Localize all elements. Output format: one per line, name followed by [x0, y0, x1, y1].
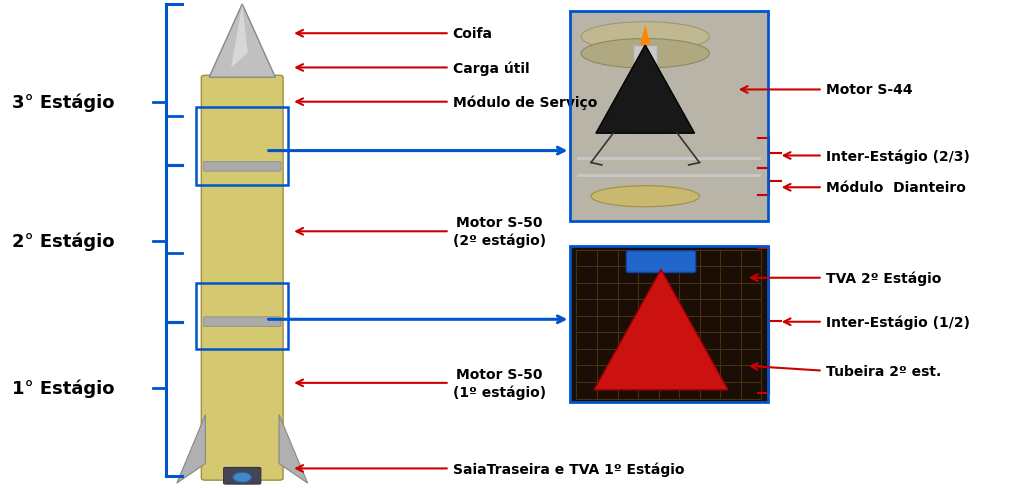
Text: TVA 2º Estágio: TVA 2º Estágio	[826, 271, 941, 285]
Text: Inter-Estágio (1/2): Inter-Estágio (1/2)	[826, 315, 970, 329]
Bar	[196, 107, 288, 185]
Polygon shape	[231, 5, 247, 68]
Polygon shape	[596, 46, 695, 134]
Polygon shape	[640, 25, 650, 46]
Bar	[634, 46, 657, 134]
Text: Módulo de Serviço: Módulo de Serviço	[453, 95, 597, 110]
Bar	[570, 12, 768, 222]
Text: Inter-Estágio (2/3): Inter-Estágio (2/3)	[826, 149, 970, 163]
Text: Tubeira 2º est.: Tubeira 2º est.	[826, 364, 941, 378]
Bar	[196, 283, 288, 349]
Polygon shape	[279, 415, 308, 483]
Text: Carga útil: Carga útil	[453, 61, 529, 76]
Text: Motor S-44: Motor S-44	[826, 83, 913, 97]
Text: Módulo  Dianteiro: Módulo Dianteiro	[826, 181, 966, 195]
Text: SaiaTraseira e TVA 1º Estágio: SaiaTraseira e TVA 1º Estágio	[453, 461, 685, 476]
Ellipse shape	[591, 186, 699, 207]
Polygon shape	[594, 270, 728, 390]
Text: Motor S-50
(2º estágio): Motor S-50 (2º estágio)	[453, 216, 546, 248]
Bar	[570, 246, 768, 403]
FancyBboxPatch shape	[224, 468, 261, 484]
Polygon shape	[210, 5, 275, 78]
Text: 3° Estágio: 3° Estágio	[12, 93, 114, 112]
Ellipse shape	[582, 22, 709, 52]
Text: 1° Estágio: 1° Estágio	[12, 379, 114, 397]
Text: 2° Estágio: 2° Estágio	[12, 232, 114, 251]
Ellipse shape	[582, 40, 709, 69]
Text: Motor S-50
(1º estágio): Motor S-50 (1º estágio)	[453, 367, 546, 399]
Bar	[570, 12, 768, 222]
FancyBboxPatch shape	[203, 162, 281, 172]
FancyBboxPatch shape	[203, 317, 281, 327]
Bar	[570, 246, 768, 403]
FancyBboxPatch shape	[626, 251, 696, 273]
FancyBboxPatch shape	[201, 76, 283, 480]
Ellipse shape	[233, 472, 251, 482]
Polygon shape	[177, 415, 205, 483]
Text: Coifa: Coifa	[453, 27, 493, 41]
